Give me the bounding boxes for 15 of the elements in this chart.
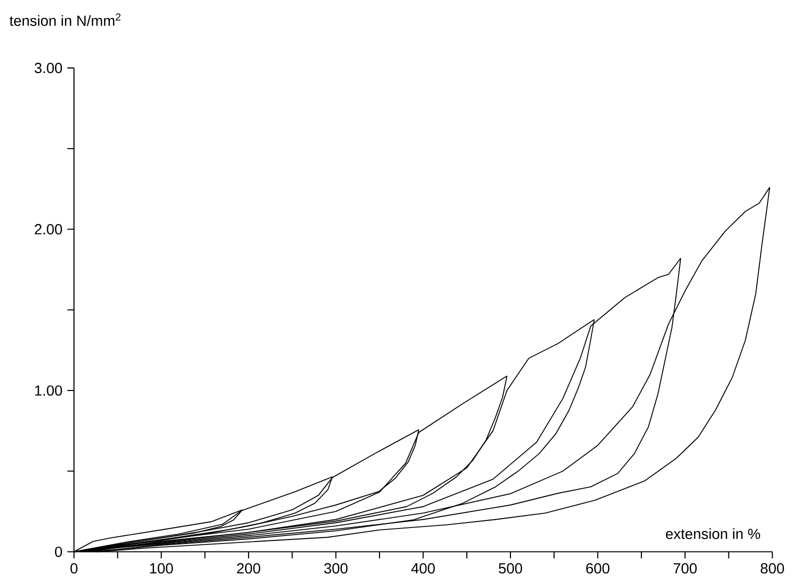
x-tick-label: 300 [324, 563, 348, 574]
x-tick-label: 0 [70, 563, 78, 574]
x-tick-label: 500 [498, 563, 522, 574]
y-tick-label: 1.00 [35, 385, 62, 396]
x-tick-label: 600 [586, 563, 610, 574]
x-axis-title: extension in % [666, 528, 760, 540]
x-tick-label: 200 [237, 563, 260, 574]
x-tick-label: 800 [760, 563, 784, 574]
y-tick-label: 2.00 [34, 224, 62, 235]
y-tick-label: 0 [55, 546, 62, 558]
y-axis-title: tension in N/mm$^{2}$ [10, 13, 120, 26]
x-tick-label: 700 [674, 563, 697, 574]
y-tick-label: 3.00 [34, 62, 62, 74]
x-tick-label: 100 [150, 563, 173, 574]
x-tick-label: 400 [411, 563, 435, 574]
